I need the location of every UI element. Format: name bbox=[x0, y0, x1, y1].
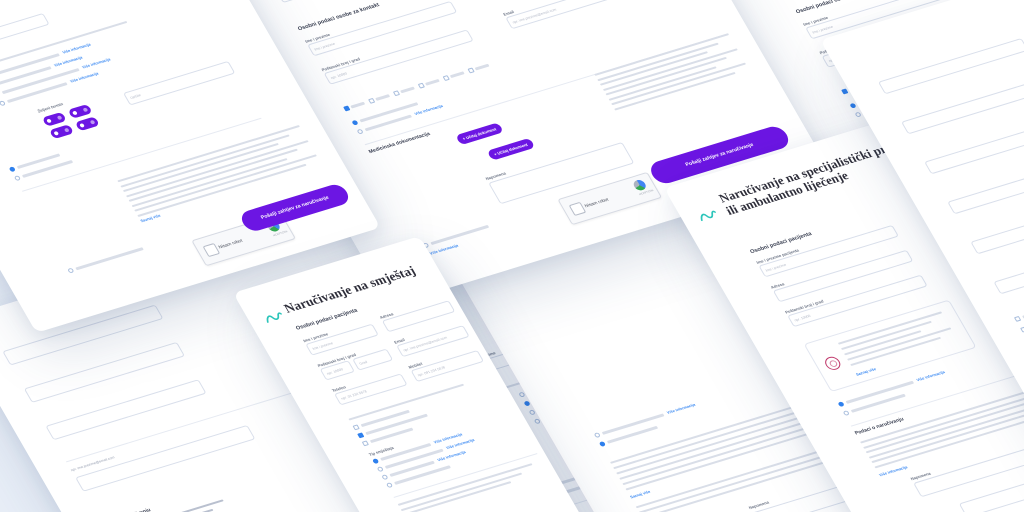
checkbox[interactable] bbox=[1013, 316, 1021, 322]
more-info-link[interactable]: Više informacija bbox=[915, 369, 946, 382]
radio-button[interactable] bbox=[849, 102, 857, 109]
extra-input[interactable] bbox=[0, 12, 50, 57]
checkbox-label-line bbox=[375, 94, 390, 101]
contact-extra-input[interactable] bbox=[276, 0, 427, 3]
consent-line bbox=[430, 225, 490, 245]
checkbox[interactable] bbox=[367, 98, 375, 104]
form-page-smjestaj: Naručivanje na smještaj Osobni podaci pac… bbox=[233, 235, 872, 512]
recaptcha-label: Nisam robot bbox=[217, 237, 244, 250]
text-line bbox=[120, 133, 290, 188]
radio-button[interactable] bbox=[381, 474, 389, 481]
email-input[interactable] bbox=[396, 325, 470, 358]
input-row[interactable] bbox=[877, 38, 1024, 95]
contact-email-input[interactable] bbox=[505, 0, 656, 30]
upload-document-button[interactable]: + Učitaj dokument bbox=[455, 122, 504, 146]
address-input[interactable] bbox=[381, 300, 456, 333]
radio-button[interactable] bbox=[376, 466, 384, 473]
subsection-heading: Podaci o naručivanju bbox=[853, 416, 906, 437]
checkbox[interactable] bbox=[1020, 326, 1024, 333]
document-link[interactable]: Saznaj više bbox=[855, 367, 877, 377]
subsection-heading: Podaci o naručivanju bbox=[101, 507, 152, 512]
more-info-link[interactable]: Saznaj više bbox=[629, 489, 652, 500]
radio-button[interactable] bbox=[598, 441, 607, 447]
name-input[interactable] bbox=[305, 323, 379, 356]
checkbox-label-line bbox=[350, 102, 366, 109]
checkbox[interactable] bbox=[361, 440, 369, 446]
health-logo-icon bbox=[700, 210, 716, 222]
input-row[interactable] bbox=[947, 158, 1024, 215]
text-line bbox=[397, 463, 533, 507]
radio-label-line bbox=[601, 413, 665, 435]
date-input[interactable] bbox=[122, 60, 236, 106]
checkbox-label-line bbox=[474, 64, 490, 71]
radio-button[interactable] bbox=[385, 482, 394, 489]
submit-button[interactable]: Pošalji zahtjev za naručivanje bbox=[237, 182, 353, 234]
checkbox[interactable] bbox=[343, 105, 350, 112]
time-toggle[interactable] bbox=[74, 116, 100, 131]
radio-label-line bbox=[845, 381, 914, 404]
radio-label-line bbox=[359, 102, 419, 123]
radio-button[interactable] bbox=[371, 458, 380, 465]
checkbox[interactable] bbox=[352, 424, 360, 430]
more-info-link[interactable]: Više informacija bbox=[878, 465, 909, 478]
text-line bbox=[400, 472, 523, 512]
checkbox[interactable] bbox=[357, 432, 364, 438]
health-logo-icon bbox=[266, 312, 282, 323]
checkbox[interactable] bbox=[841, 88, 848, 95]
checkbox[interactable] bbox=[417, 82, 425, 89]
radio-button[interactable] bbox=[0, 100, 6, 107]
more-info-link[interactable]: Više informacija bbox=[429, 243, 460, 256]
radio-button[interactable] bbox=[593, 432, 601, 439]
consent-radio[interactable] bbox=[67, 267, 75, 274]
more-info-link[interactable]: Više informacija bbox=[81, 57, 112, 70]
subsection-heading: Medicinska dokumentacija bbox=[367, 131, 432, 155]
radio-button[interactable] bbox=[13, 175, 22, 182]
checkbox[interactable] bbox=[442, 75, 450, 81]
radio-label-line bbox=[7, 82, 68, 103]
input-row[interactable] bbox=[924, 118, 1024, 175]
radio-button[interactable] bbox=[351, 119, 359, 126]
checkbox[interactable] bbox=[467, 67, 475, 74]
phone-input[interactable] bbox=[333, 373, 408, 406]
form-page-specijalisticki: Naručivanje na specijalistički pregled, … bbox=[664, 71, 1024, 512]
more-info-link[interactable]: Više informacija bbox=[666, 402, 696, 415]
input-row[interactable] bbox=[901, 78, 1024, 135]
mobile-input[interactable] bbox=[410, 350, 485, 383]
more-info-link[interactable]: Više informacija bbox=[53, 55, 84, 68]
radio-button[interactable] bbox=[837, 401, 845, 408]
upload-document-button[interactable]: + Učitaj dokument bbox=[486, 137, 535, 161]
checkbox-label-line bbox=[400, 86, 415, 94]
radio-button[interactable] bbox=[8, 166, 16, 173]
radio-button[interactable] bbox=[356, 128, 364, 135]
time-toggle[interactable] bbox=[41, 111, 67, 127]
recaptcha-label: Nisam robot bbox=[583, 196, 610, 208]
radio-button[interactable] bbox=[0, 91, 1, 98]
stamp-icon bbox=[822, 355, 844, 372]
time-toggle[interactable] bbox=[48, 124, 74, 139]
checkbox-label-line bbox=[449, 71, 465, 78]
more-info-link[interactable]: Više informacija bbox=[61, 42, 92, 55]
radio-button[interactable] bbox=[854, 111, 862, 118]
time-toggle[interactable] bbox=[67, 103, 93, 119]
field-label: Željeni termin bbox=[36, 101, 65, 114]
more-info-link[interactable]: Više informacija bbox=[69, 71, 100, 84]
more-info-link[interactable]: Više informacija bbox=[413, 103, 444, 116]
radio-button[interactable] bbox=[842, 410, 850, 417]
checkbox-label-line bbox=[425, 79, 440, 86]
recaptcha-logo-icon bbox=[631, 178, 648, 192]
checkbox[interactable] bbox=[392, 90, 400, 96]
consent-line bbox=[75, 247, 144, 271]
city-input[interactable] bbox=[352, 348, 394, 371]
